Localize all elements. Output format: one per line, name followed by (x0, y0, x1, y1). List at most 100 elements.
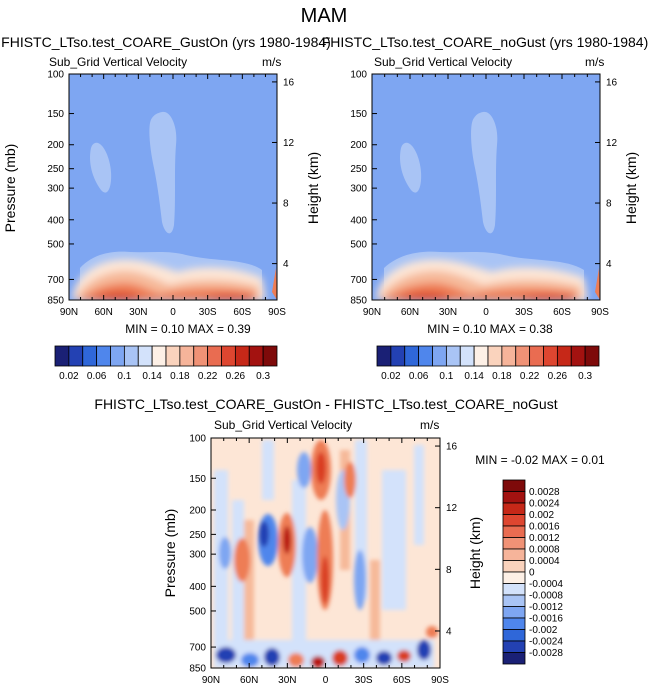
colorbar-label: 0.06 (409, 371, 429, 382)
panel1-light-blob (90, 142, 112, 193)
colorbar-label: 0.0004 (529, 556, 560, 567)
colorbar-swatch (445, 345, 461, 367)
panel1-title: FHISTC_LTso.test_COARE_GustOn (yrs 1980-… (1, 34, 331, 50)
colorbar-swatch (502, 617, 526, 630)
height-tick-label: 4 (446, 626, 452, 637)
colorbar-label: 0 (529, 568, 535, 579)
colorbar-label: -0.0024 (529, 637, 563, 648)
colorbar-swatch (96, 345, 111, 367)
colorbar-label: 0.14 (142, 371, 162, 382)
colorbar-label: 0.26 (226, 371, 246, 382)
colorbar-label: -0.002 (529, 625, 558, 636)
colorbar-swatch (502, 629, 526, 642)
x-tick-label: 90N (60, 307, 78, 318)
colorbar-swatch (473, 345, 489, 367)
x-tick-label: 60N (94, 307, 112, 318)
colorbar-label: 0.3 (578, 371, 592, 382)
height-tick-label: 12 (446, 503, 458, 514)
panel1-field (69, 74, 277, 300)
y-tick-label: 500 (189, 606, 206, 617)
panel3-subtitle: Sub_Grid Vertical Velocity (214, 418, 352, 432)
y-tick-label: 850 (350, 296, 367, 307)
colorbar-swatch (459, 345, 475, 367)
colorbar-swatch (110, 345, 125, 367)
colorbar-swatch (502, 537, 526, 550)
colorbar-swatch (502, 491, 526, 504)
panel3-field (211, 438, 440, 668)
y-tick-label: 200 (350, 140, 367, 151)
x-tick-label: 90S (431, 675, 449, 686)
y-tick-label: 100 (350, 70, 367, 81)
x-tick-label: 30N (439, 307, 457, 318)
colorbar-swatch (221, 345, 236, 367)
panel-no-gust: FHISTC_LTso.test_COARE_noGust (yrs 1980-… (322, 34, 648, 382)
colorbar-label: -0.0012 (529, 602, 563, 613)
colorbar-swatch (376, 345, 392, 367)
y-tick-label: 700 (350, 275, 367, 286)
x-tick-label: 60S (393, 675, 411, 686)
y-tick-label: 400 (47, 215, 64, 226)
panel2-stats: MIN = 0.10 MAX = 0.38 (427, 322, 553, 336)
panel3-ylabel: Pressure (mb) (162, 509, 178, 598)
colorbar-label: 0.3 (256, 371, 270, 382)
panel3-axes: 90N 60N 30N 0 30S 60S 90S 100 150 200 250 300 400 500… (189, 434, 457, 687)
y-tick-label: 700 (47, 275, 64, 286)
panel2-light-blob (400, 142, 422, 193)
colorbar-swatch (82, 345, 98, 367)
panel3-title: FHISTC_LTso.test_COARE_GustOn - FHISTC_L… (94, 396, 557, 412)
height-tick-label: 8 (606, 199, 612, 210)
x-tick-label: 30S (355, 675, 373, 686)
y-tick-label: 850 (47, 296, 64, 307)
colorbar-swatch (123, 345, 139, 367)
colorbar-label: 0.26 (548, 371, 568, 382)
colorbar-swatch (543, 345, 558, 367)
y-tick-label: 300 (47, 184, 64, 195)
colorbar-swatch (390, 345, 406, 367)
colorbar-label: 0.0024 (529, 499, 560, 510)
x-tick-label: 90N (363, 307, 381, 318)
panel1-pole-spot (272, 268, 277, 300)
x-tick-label: 30S (515, 307, 533, 318)
colorbar-swatch (502, 640, 526, 653)
y-tick-label: 250 (47, 164, 64, 175)
colorbar-swatch (502, 502, 526, 515)
height-tick-label: 4 (283, 259, 289, 270)
y-tick-label: 300 (189, 550, 206, 561)
colorbar-swatch (570, 345, 586, 367)
panel1-ylabel: Pressure (mb) (2, 144, 18, 233)
panel-difference: FHISTC_LTso.test_COARE_GustOn - FHISTC_L… (94, 396, 605, 686)
colorbar-swatch (487, 345, 503, 367)
colorbar-swatch (502, 560, 526, 573)
panel3-ylabel-right: Height (km) (467, 517, 483, 589)
panel2-axes: 90N 60N 30N 0 30S 60S 90S 100 150 200 250 300 400 500… (350, 70, 617, 319)
y-tick-label: 200 (47, 140, 64, 151)
height-tick-label: 4 (606, 259, 612, 270)
colorbar-swatch (165, 345, 181, 367)
panel3-stats: MIN = -0.02 MAX = 0.01 (475, 453, 605, 467)
y-tick-label: 850 (189, 664, 206, 675)
colorbar-label: 0.0016 (529, 522, 560, 533)
panel1-subtitle: Sub_Grid Vertical Velocity (49, 55, 187, 69)
x-tick-label: 60N (240, 675, 258, 686)
panel1-colorbar: 0.02 0.06 0.1 0.14 0.18 0.22 0.26 0.3 (54, 345, 278, 382)
panel2-colorbar: 0.02 0.06 0.1 0.14 0.18 0.22 0.26 0.3 (376, 345, 600, 382)
colorbar-label: 0.22 (520, 371, 540, 382)
colorbar-swatch (68, 345, 84, 367)
panel2-warm-band (376, 259, 588, 300)
colorbar-swatch (193, 345, 209, 367)
panel1-warm-band (72, 259, 266, 300)
colorbar-swatch (556, 345, 572, 367)
x-tick-label: 0 (483, 307, 489, 318)
panel2-units: m/s (585, 55, 604, 69)
y-tick-label: 150 (350, 109, 367, 120)
y-tick-label: 400 (350, 215, 367, 226)
panel2-field (372, 74, 600, 300)
colorbar-label: -0.0028 (529, 648, 563, 659)
colorbar-label: 0.1 (439, 371, 453, 382)
colorbar-label: 0.14 (464, 371, 484, 382)
x-tick-label: 0 (323, 675, 329, 686)
colorbar-swatch (151, 345, 167, 367)
colorbar-label: 0.02 (381, 371, 401, 382)
x-tick-label: 90S (591, 307, 609, 318)
colorbar-swatch (418, 345, 433, 367)
